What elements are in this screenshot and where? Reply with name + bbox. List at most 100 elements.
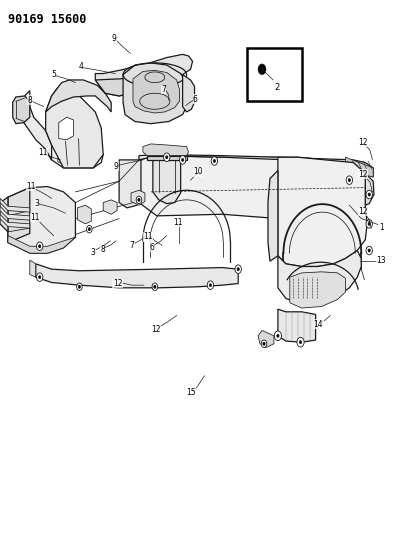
Circle shape xyxy=(179,156,186,164)
Polygon shape xyxy=(0,214,30,228)
Circle shape xyxy=(274,331,281,341)
Text: 9: 9 xyxy=(114,162,118,171)
Polygon shape xyxy=(345,157,373,177)
Circle shape xyxy=(213,159,216,163)
Text: 8: 8 xyxy=(100,245,105,254)
Circle shape xyxy=(366,220,372,228)
Circle shape xyxy=(87,225,92,233)
Text: 11: 11 xyxy=(173,218,183,227)
Polygon shape xyxy=(0,197,8,232)
Text: 10: 10 xyxy=(194,167,203,176)
Polygon shape xyxy=(258,330,274,348)
Polygon shape xyxy=(46,80,111,112)
Text: 13: 13 xyxy=(376,256,386,264)
Text: 7: 7 xyxy=(129,241,134,249)
Bar xyxy=(247,48,302,101)
Text: 90169 15600: 90169 15600 xyxy=(8,13,86,26)
Text: 4: 4 xyxy=(79,62,84,71)
Polygon shape xyxy=(139,155,373,177)
Text: 12: 12 xyxy=(358,138,368,147)
Text: 12: 12 xyxy=(358,170,368,179)
Polygon shape xyxy=(30,260,36,277)
Circle shape xyxy=(88,228,91,231)
Text: 8: 8 xyxy=(27,96,32,104)
Polygon shape xyxy=(268,171,278,261)
Circle shape xyxy=(261,340,267,348)
Circle shape xyxy=(166,156,168,159)
Circle shape xyxy=(152,283,158,290)
Text: 6: 6 xyxy=(149,243,154,252)
Polygon shape xyxy=(8,188,30,243)
Circle shape xyxy=(366,246,372,255)
Circle shape xyxy=(237,268,239,271)
Text: 6: 6 xyxy=(193,95,198,103)
Polygon shape xyxy=(22,91,52,160)
Circle shape xyxy=(77,283,82,290)
Polygon shape xyxy=(123,63,187,124)
Circle shape xyxy=(39,276,41,279)
Circle shape xyxy=(263,342,265,345)
Polygon shape xyxy=(8,236,75,253)
Polygon shape xyxy=(36,264,238,288)
Text: 7: 7 xyxy=(161,85,166,94)
Circle shape xyxy=(235,265,241,273)
Circle shape xyxy=(211,157,218,165)
Circle shape xyxy=(39,245,41,248)
Polygon shape xyxy=(183,75,195,112)
Polygon shape xyxy=(46,88,103,168)
Text: 3: 3 xyxy=(34,199,39,208)
Text: 11: 11 xyxy=(30,213,40,222)
Polygon shape xyxy=(8,187,75,253)
Polygon shape xyxy=(95,74,183,96)
Polygon shape xyxy=(0,198,30,212)
Polygon shape xyxy=(143,144,189,156)
Polygon shape xyxy=(103,200,117,214)
Circle shape xyxy=(154,285,156,288)
Text: 12: 12 xyxy=(151,325,160,334)
Polygon shape xyxy=(290,272,345,308)
Text: 14: 14 xyxy=(314,320,323,328)
Polygon shape xyxy=(131,190,145,205)
Text: 15: 15 xyxy=(187,389,196,397)
Circle shape xyxy=(181,158,184,161)
Circle shape xyxy=(366,190,372,199)
Polygon shape xyxy=(59,117,73,140)
Text: 5: 5 xyxy=(51,70,56,79)
Text: 2: 2 xyxy=(274,83,279,92)
Polygon shape xyxy=(278,251,361,304)
Circle shape xyxy=(348,179,351,182)
Circle shape xyxy=(277,334,279,337)
Polygon shape xyxy=(0,206,30,220)
Circle shape xyxy=(78,285,81,288)
Circle shape xyxy=(299,341,302,344)
Polygon shape xyxy=(278,157,367,266)
Polygon shape xyxy=(95,54,193,96)
Text: 11: 11 xyxy=(26,182,36,191)
Polygon shape xyxy=(46,145,103,168)
Circle shape xyxy=(37,242,43,251)
Text: 1: 1 xyxy=(379,223,384,231)
Text: 9: 9 xyxy=(112,34,117,43)
Circle shape xyxy=(164,153,170,161)
Text: 12: 12 xyxy=(358,207,368,216)
Circle shape xyxy=(346,176,353,184)
Text: 3: 3 xyxy=(91,248,96,257)
Circle shape xyxy=(258,64,266,75)
Text: 12: 12 xyxy=(113,279,122,288)
Circle shape xyxy=(207,281,214,289)
Circle shape xyxy=(368,193,370,196)
Circle shape xyxy=(368,222,370,225)
Circle shape xyxy=(138,198,140,201)
Text: 11: 11 xyxy=(38,149,48,157)
Polygon shape xyxy=(365,173,374,205)
Polygon shape xyxy=(153,160,181,204)
Polygon shape xyxy=(13,96,30,124)
Polygon shape xyxy=(119,160,141,208)
Circle shape xyxy=(209,284,212,287)
Polygon shape xyxy=(278,309,316,342)
Polygon shape xyxy=(139,156,365,219)
Text: 11: 11 xyxy=(143,232,152,241)
Circle shape xyxy=(368,249,370,252)
Circle shape xyxy=(136,196,142,204)
Polygon shape xyxy=(133,70,179,113)
